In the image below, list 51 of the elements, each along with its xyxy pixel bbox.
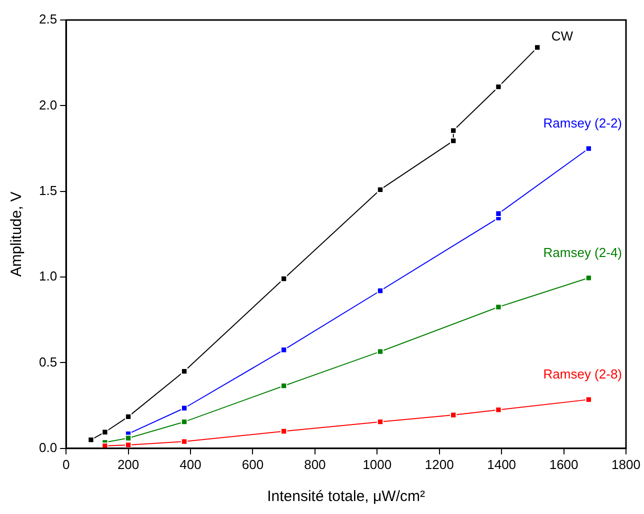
point bbox=[124, 413, 132, 420]
x-axis-title: Intensité totale, μW/cm² bbox=[267, 488, 425, 506]
point bbox=[495, 84, 502, 90]
y-tick-label: 0.5 bbox=[38, 354, 58, 370]
point bbox=[376, 287, 384, 294]
point bbox=[180, 438, 188, 445]
x-tick-label: 1000 bbox=[362, 456, 392, 472]
point bbox=[124, 434, 132, 442]
point bbox=[585, 396, 592, 403]
point bbox=[450, 127, 457, 134]
point bbox=[180, 404, 188, 412]
point bbox=[450, 412, 457, 418]
x-tick-label: 600 bbox=[242, 456, 264, 472]
y-axis-title: Amplitude, V bbox=[8, 192, 26, 277]
point bbox=[280, 428, 288, 435]
series-label: Ramsey (2-8) bbox=[543, 366, 622, 382]
x-tick-label: 1600 bbox=[549, 456, 578, 472]
y-tick-label: 0.0 bbox=[38, 440, 58, 455]
x-tick-label: 1200 bbox=[424, 456, 454, 472]
x-tick-label: 200 bbox=[117, 456, 140, 472]
point bbox=[280, 275, 288, 282]
point bbox=[495, 406, 502, 414]
point bbox=[585, 274, 592, 282]
series-label: CW bbox=[551, 28, 574, 44]
y-tick-label: 2.5 bbox=[38, 12, 58, 27]
y-tick-label: 1.5 bbox=[38, 182, 58, 198]
point bbox=[102, 428, 108, 436]
point bbox=[376, 348, 384, 355]
x-tick-label: 1800 bbox=[612, 456, 640, 472]
x-tick-label: 1400 bbox=[487, 456, 516, 472]
point bbox=[376, 418, 384, 426]
x-tick-label: 400 bbox=[180, 456, 202, 472]
point bbox=[585, 145, 592, 152]
series-label: Ramsey (2-2) bbox=[543, 116, 622, 131]
point bbox=[534, 44, 541, 51]
series-label: Ramsey (2-4) bbox=[543, 244, 622, 260]
point bbox=[495, 210, 502, 217]
point bbox=[495, 304, 502, 310]
point bbox=[102, 442, 108, 448]
x-tick-label: 800 bbox=[304, 456, 326, 472]
point bbox=[280, 382, 288, 390]
point bbox=[376, 186, 384, 193]
y-tick-label: 1.0 bbox=[38, 268, 58, 284]
x-tick-label: 0 bbox=[62, 456, 70, 472]
point bbox=[280, 346, 288, 354]
point bbox=[180, 418, 188, 426]
point bbox=[124, 442, 132, 448]
point bbox=[450, 137, 457, 144]
y-tick-label: 2.0 bbox=[38, 97, 58, 112]
point bbox=[180, 368, 188, 375]
point bbox=[88, 436, 94, 444]
